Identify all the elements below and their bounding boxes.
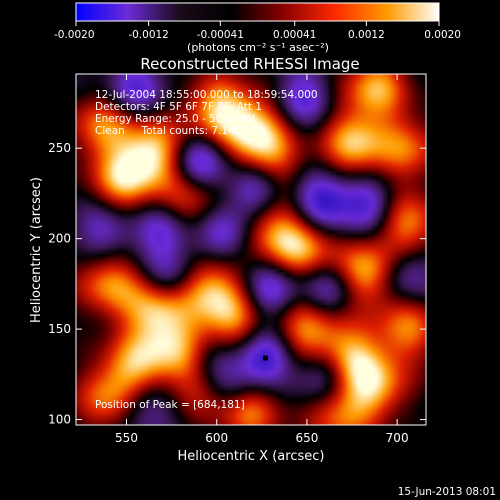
colorbar-tick-label: 0.00041	[273, 29, 316, 41]
heatmap	[76, 74, 426, 425]
y-tick-label: 250	[48, 141, 71, 155]
marker	[262, 355, 268, 361]
colorbar	[75, 2, 440, 22]
footer-date: 15-Jun-2013 08:01	[398, 486, 496, 498]
x-tick-label: 700	[386, 431, 409, 445]
y-tick-label: 100	[48, 413, 71, 427]
annotation-energy: Energy Range: 25.0 - 50.0 keV	[95, 113, 256, 125]
annotation-detectors: Detectors: 4F 5F 6F 7F 8F, Att 1	[95, 101, 262, 113]
y-axis: 100 150 200 250	[48, 141, 426, 427]
y-axis-label: Heliocentric Y (arcsec)	[29, 177, 44, 323]
colorbar-ticks: -0.0020 -0.0012 -0.00041 0.00041 0.0012 0.002…	[54, 21, 461, 41]
colorbar-tick-label: 0.0020	[424, 29, 461, 41]
x-axis-label: Heliocentric X (arcsec)	[178, 449, 325, 464]
annotation-clean: Clean Total counts: 7.14E+03	[95, 125, 264, 137]
colorbar-tick-label: 0.0012	[348, 29, 385, 41]
x-tick-label: 600	[205, 431, 228, 445]
x-tick-label: 550	[115, 431, 138, 445]
colorbar-tick-label: -0.0012	[128, 29, 169, 41]
peak-position-label: Position of Peak = [684,181]	[95, 399, 245, 411]
plot-frame	[75, 73, 427, 426]
colorbar-tick-label: -0.00041	[197, 29, 244, 41]
chart-title: Reconstructed RHESSI Image	[140, 55, 359, 73]
x-tick-label: 650	[295, 431, 318, 445]
colorbar-tick-label: -0.0020	[54, 29, 95, 41]
y-tick-label: 150	[48, 322, 71, 336]
x-axis: 550 600 650 700	[115, 74, 409, 445]
y-tick-label: 200	[48, 232, 71, 246]
annotation-time-range: 12-Jul-2004 18:55:00.000 to 18:59:54.000	[95, 89, 318, 101]
colorbar-label: (photons cm⁻² s⁻¹ asec⁻²)	[187, 41, 329, 54]
